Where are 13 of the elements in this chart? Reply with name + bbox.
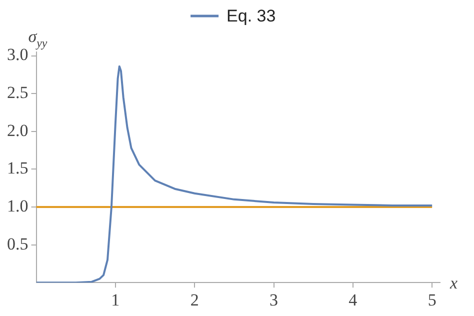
x-tick-label: 3 [270,290,278,310]
x-axis-title: x [449,274,458,293]
y-tick-label: 2.0 [7,120,28,140]
x-tick-label: 4 [348,290,358,310]
y-tick-label: 1.0 [7,196,28,216]
x-tick-label: 2 [190,290,199,310]
y-tick-label: 1.5 [7,158,28,178]
legend-label: Eq. 33 [226,6,276,26]
y-tick-label: 0.5 [7,234,28,254]
x-tick-label: 1 [111,290,120,310]
x-tick-label: 5 [428,290,436,310]
y-tick-label: 2.5 [7,83,28,102]
y-tick-label: 3.0 [7,45,28,64]
